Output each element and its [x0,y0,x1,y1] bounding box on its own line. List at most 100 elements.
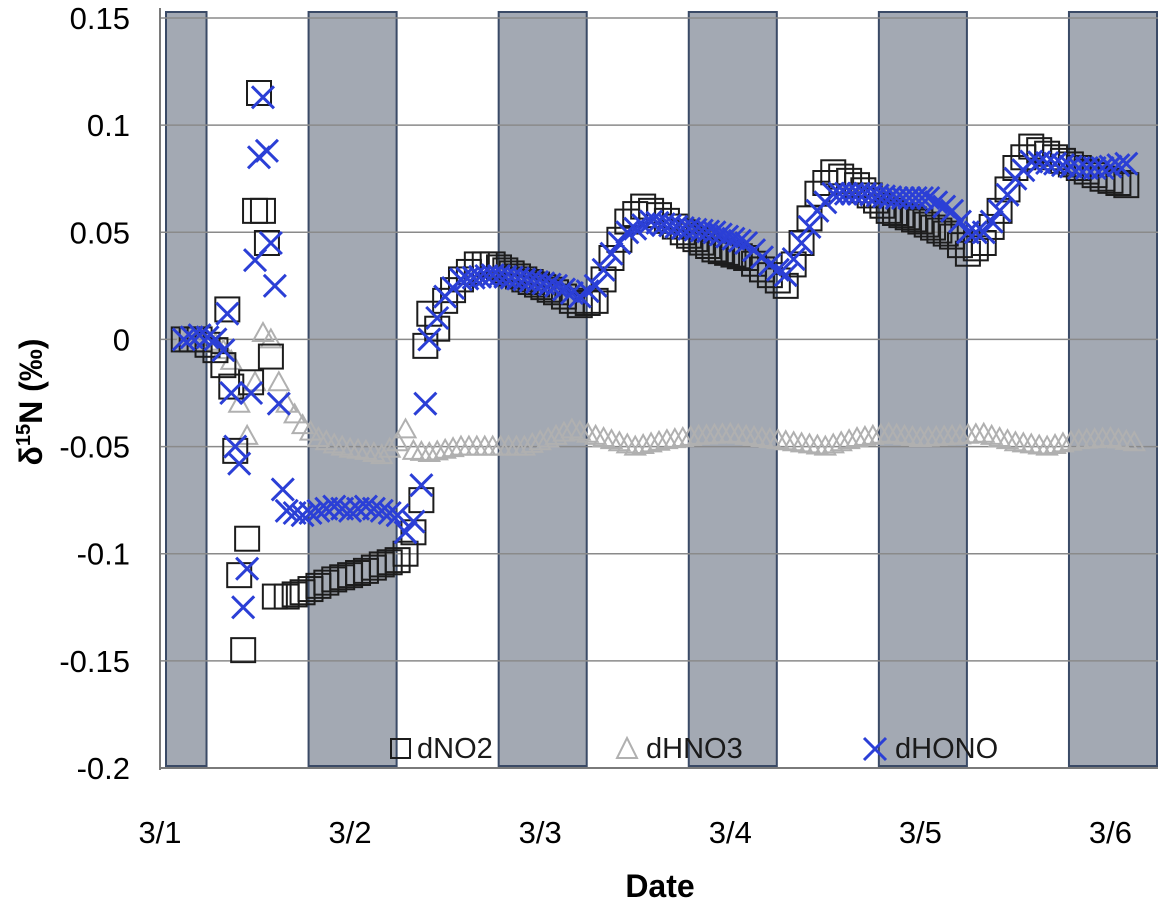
point-dHONO [715,224,740,249]
point-dHONO [227,451,252,476]
point-dHNO3 [766,428,790,450]
point-dHNO3 [393,417,418,439]
point-dNO2 [376,549,403,576]
point-dHONO [254,138,279,163]
point-dHONO [195,325,220,350]
y-tick-label: -0.1 [77,537,130,572]
point-dHONO [258,230,283,256]
point-dHONO [250,85,276,110]
point-dHNO3 [1011,431,1036,453]
point-dHNO3 [853,424,877,446]
point-dHNO3 [678,424,703,446]
point-dNO2 [222,437,249,464]
point-dHNO3 [900,424,925,446]
point-dHONO [727,228,752,253]
point-dNO2 [257,343,284,370]
point-dHNO3 [425,439,449,461]
y-tick-label: -0.15 [59,644,130,679]
y-tick-label: 0.15 [70,1,130,36]
point-dHNO3 [758,427,782,449]
point-dHONO [409,473,434,498]
point-dHONO [543,273,569,298]
point-dHNO3 [370,443,394,465]
point-dHONO [377,500,402,526]
y-tick-label: 0.05 [70,215,130,250]
point-dHONO [987,198,1012,223]
x-tick-labels: 3/1 3/2 3/3 3/4 3/5 3/6 [138,815,1132,850]
point-dHONO [211,338,236,363]
point-dHONO [721,226,746,251]
x-tick-label: 3/6 [1089,815,1132,850]
x-axis-label: Date [625,868,694,903]
point-dHONO [235,556,260,581]
legend-label-dNO2: dNO2 [417,733,493,765]
point-dHONO [623,216,648,241]
point-dHNO3 [813,434,838,456]
point-dHNO3 [1043,432,1067,454]
point-dNO2 [606,226,633,253]
point-dHONO [393,520,418,545]
point-dHNO3 [1051,431,1075,453]
y-tick-label: -0.2 [77,751,130,786]
point-dHONO [417,327,442,352]
point-dHNO3 [259,327,283,349]
legend-item-dNO2: dNO2 [390,733,493,765]
point-dHNO3 [861,423,885,445]
legend-marker-triangle [615,735,639,759]
point-dNO2 [214,296,241,323]
point-dHNO3 [251,320,275,342]
point-dHNO3 [1035,434,1059,456]
point-dHNO3 [623,434,647,456]
point-dHNO3 [647,429,671,451]
point-dHONO [306,498,331,523]
point-dHNO3 [552,420,576,442]
point-dHONO [583,273,608,298]
point-dHONO [413,391,438,416]
point-dHNO3 [671,425,695,447]
point-dHONO [924,190,949,215]
axes [159,8,1158,770]
y-tick-label: 0.1 [87,108,130,143]
point-dNO2 [210,352,237,379]
point-dHNO3 [441,436,465,458]
point-dHONO [361,496,386,521]
point-dHONO [239,380,264,406]
point-dHNO3 [520,431,544,453]
point-dHNO3 [267,370,291,392]
point-dHONO [916,185,941,211]
y-tick-label: 0 [113,322,130,357]
x-tick-label: 3/1 [138,815,181,850]
night-band [1067,11,1159,767]
point-dHONO [353,494,378,519]
night-band [877,11,968,767]
legend-label-dHNO3: dHNO3 [646,733,743,765]
point-dHNO3 [290,413,315,435]
point-dHONO [187,323,212,348]
point-dHNO3 [377,436,402,458]
point-dHNO3 [528,429,552,451]
point-dNO2 [249,197,276,224]
point-dHNO3 [845,425,869,447]
point-dNO2 [1097,167,1124,194]
night-band [687,11,778,767]
point-dHNO3 [797,432,822,454]
point-dHONO [551,277,577,302]
series-dHONO [171,85,1139,620]
point-dHONO [322,494,347,519]
point-dNO2 [432,287,459,314]
point-dHNO3 [544,423,568,445]
point-dHONO [971,220,996,245]
point-dHNO3 [401,438,426,460]
point-dHONO [215,301,240,326]
point-dNO2 [1010,144,1037,171]
point-dNO2 [804,180,831,207]
point-dNO2 [962,235,989,262]
x-tick-label: 3/5 [899,815,942,850]
point-dHONO [401,509,426,534]
point-dHONO [599,241,624,266]
point-dNO2 [242,197,269,224]
point-dNO2 [392,540,419,567]
night-bands [165,11,1159,767]
point-dHONO [274,498,299,523]
x-tick-label: 3/4 [709,815,752,850]
